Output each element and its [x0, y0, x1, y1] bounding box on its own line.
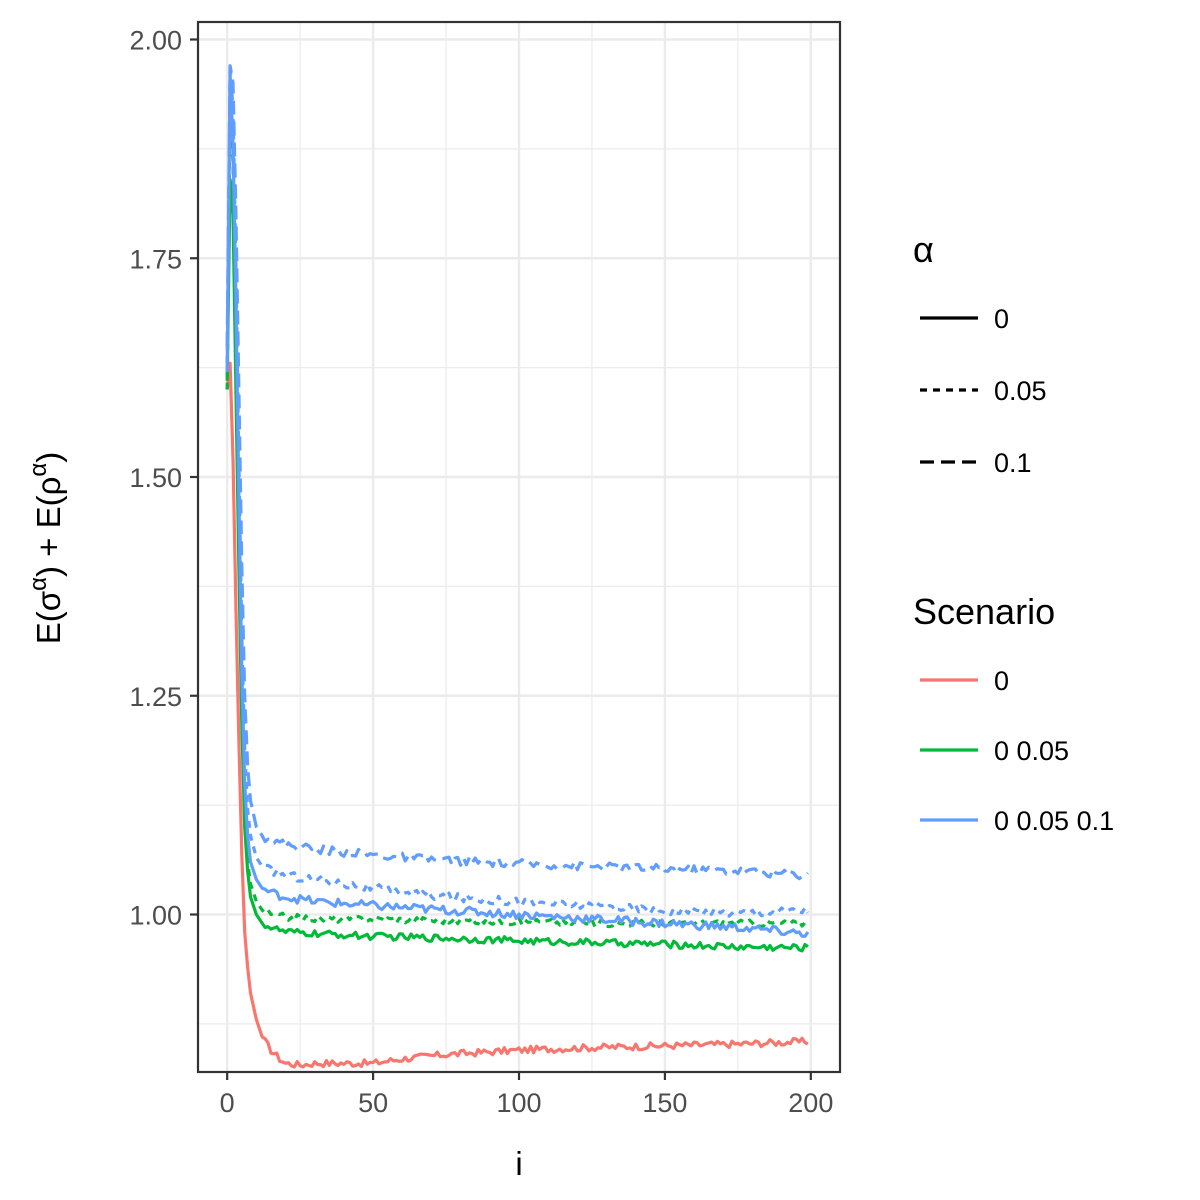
x-tick-label: 150 — [642, 1088, 687, 1118]
series-line-scenario-0-0.05-alpha-0 — [225, 177, 809, 953]
series-layer — [225, 64, 810, 1069]
y-tick-label: 1.50 — [129, 463, 182, 493]
legend-label-scenario: 0 — [994, 666, 1009, 696]
svg-text:E(σα) + E(ρα): E(σα) + E(ρα) — [25, 452, 67, 645]
legend: α 0 0.05 0.1 Scenario 0 0 0.05 0 0.05 0.1 — [913, 229, 1114, 836]
legend-label-alpha: 0.05 — [994, 376, 1047, 406]
x-tick-label: 50 — [358, 1088, 388, 1118]
legend-label-scenario: 0 0.05 0.1 — [994, 806, 1114, 836]
x-axis-title: i — [515, 1145, 522, 1182]
y-axis: 1.00 1.25 1.50 1.75 2.00 — [129, 26, 198, 931]
legend-label-scenario: 0 0.05 — [994, 736, 1069, 766]
x-tick-label: 200 — [788, 1088, 833, 1118]
x-tick-label: 100 — [496, 1088, 541, 1118]
y-axis-title: E(σα) + E(ρα) — [25, 452, 67, 645]
legend-label-alpha: 0 — [994, 304, 1009, 334]
legend-label-alpha: 0.1 — [994, 448, 1032, 478]
y-tick-label: 1.75 — [129, 244, 182, 274]
series-line-scenario-0-0.05-0.1-alpha-0 — [225, 72, 810, 938]
series-line-scenario-0-0.05-0.1-alpha-0.05 — [225, 64, 810, 918]
legend-title-scenario: Scenario — [913, 591, 1055, 632]
y-tick-label: 1.00 — [129, 901, 182, 931]
grid-major — [198, 22, 840, 1072]
series-line-scenario-0-alpha-0 — [225, 361, 809, 1069]
y-tick-label: 1.25 — [129, 682, 182, 712]
series-line-scenario-0-0.05-0.1-alpha-0.1 — [225, 64, 809, 881]
x-tick-label: 0 — [220, 1088, 235, 1118]
y-tick-label: 2.00 — [129, 26, 182, 56]
legend-title-alpha: α — [913, 229, 934, 270]
x-axis: 0 50 100 150 200 — [220, 1072, 833, 1118]
